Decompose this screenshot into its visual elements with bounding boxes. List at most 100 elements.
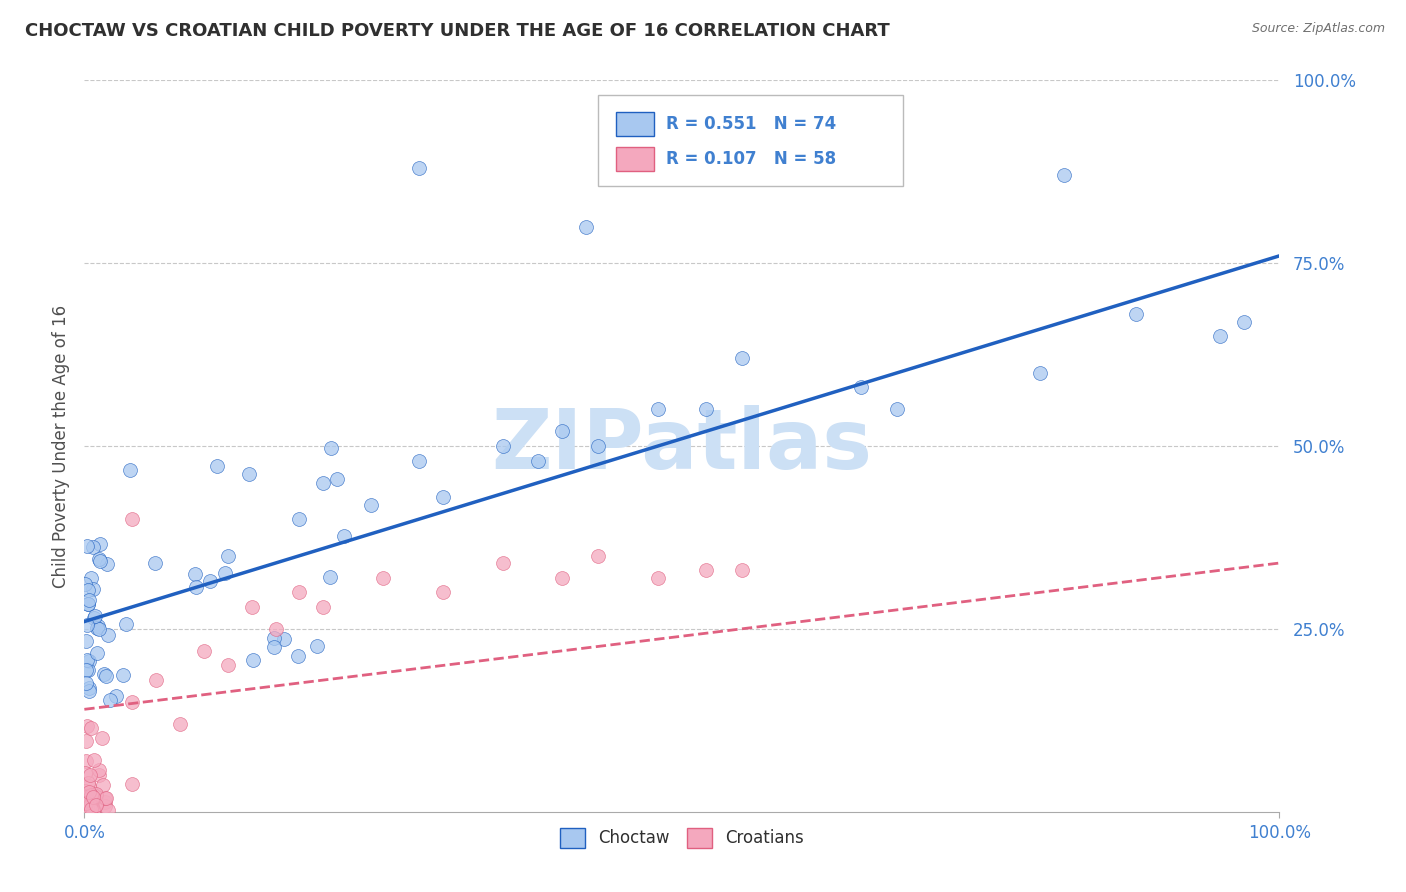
Point bbox=[325, 472, 347, 486]
Point bbox=[97, 628, 120, 642]
Point bbox=[184, 580, 207, 594]
Point bbox=[242, 653, 264, 667]
Point bbox=[87, 768, 110, 782]
Point bbox=[111, 668, 134, 682]
Point bbox=[408, 161, 430, 175]
Point bbox=[1209, 329, 1232, 343]
Point bbox=[83, 609, 105, 624]
Point bbox=[86, 646, 108, 660]
Point bbox=[432, 490, 454, 504]
Point bbox=[80, 799, 103, 814]
Point bbox=[527, 453, 550, 467]
Point bbox=[198, 574, 221, 588]
Point bbox=[80, 721, 103, 735]
Point bbox=[551, 425, 574, 439]
Point bbox=[118, 463, 141, 477]
Point bbox=[77, 683, 100, 698]
Point bbox=[82, 541, 104, 555]
Point bbox=[273, 632, 295, 647]
Text: R = 0.107   N = 58: R = 0.107 N = 58 bbox=[666, 150, 837, 168]
Point bbox=[75, 784, 97, 798]
Point bbox=[89, 554, 111, 568]
Point bbox=[82, 803, 104, 817]
Point bbox=[80, 802, 103, 816]
Point bbox=[76, 539, 98, 553]
Point bbox=[73, 795, 96, 809]
Point bbox=[84, 787, 107, 801]
Point bbox=[214, 566, 236, 581]
Point bbox=[82, 789, 104, 804]
Point bbox=[91, 778, 114, 792]
Point bbox=[240, 599, 263, 614]
Point bbox=[731, 351, 754, 366]
Point bbox=[145, 673, 167, 687]
Point bbox=[183, 566, 205, 581]
Point bbox=[205, 458, 228, 473]
Point bbox=[79, 681, 101, 695]
FancyBboxPatch shape bbox=[616, 112, 654, 136]
Point bbox=[80, 788, 103, 802]
Point bbox=[217, 549, 239, 563]
Point bbox=[94, 799, 117, 814]
Point bbox=[77, 779, 100, 793]
Point bbox=[89, 552, 111, 566]
Point bbox=[264, 622, 287, 636]
Point bbox=[77, 582, 100, 597]
Point bbox=[312, 475, 335, 490]
Point bbox=[76, 799, 98, 814]
Point bbox=[217, 658, 239, 673]
Legend: Choctaw, Croatians: Choctaw, Croatians bbox=[554, 821, 810, 855]
Text: Source: ZipAtlas.com: Source: ZipAtlas.com bbox=[1251, 22, 1385, 36]
Point bbox=[76, 675, 98, 690]
Point bbox=[80, 571, 103, 585]
Point bbox=[647, 571, 669, 585]
Point bbox=[288, 512, 311, 526]
Point bbox=[1233, 315, 1256, 329]
Point bbox=[84, 798, 107, 813]
Point bbox=[695, 402, 717, 417]
Point bbox=[79, 654, 101, 668]
Point bbox=[75, 733, 97, 747]
Point bbox=[93, 667, 115, 681]
Point bbox=[73, 577, 96, 591]
Point bbox=[408, 453, 430, 467]
Point bbox=[75, 789, 97, 804]
Point bbox=[98, 692, 121, 706]
Point bbox=[288, 585, 311, 599]
Point bbox=[1053, 169, 1076, 183]
Point bbox=[1125, 307, 1147, 321]
Point bbox=[75, 796, 97, 810]
Point bbox=[121, 695, 143, 709]
Point bbox=[96, 558, 118, 572]
Point bbox=[77, 785, 100, 799]
Point bbox=[360, 498, 382, 512]
Point bbox=[94, 669, 117, 683]
Point bbox=[83, 611, 105, 625]
FancyBboxPatch shape bbox=[599, 95, 903, 186]
Point bbox=[115, 616, 138, 631]
Point bbox=[82, 804, 104, 818]
Point bbox=[731, 563, 754, 577]
Point bbox=[647, 402, 669, 417]
Point bbox=[492, 556, 515, 570]
Point bbox=[312, 599, 335, 614]
Point bbox=[82, 802, 104, 816]
Point bbox=[588, 439, 610, 453]
Point bbox=[143, 556, 166, 570]
Point bbox=[77, 789, 100, 803]
Point bbox=[79, 768, 101, 782]
Point bbox=[851, 380, 873, 394]
Point bbox=[79, 791, 101, 805]
Point bbox=[77, 597, 100, 611]
Point bbox=[86, 621, 108, 635]
Point bbox=[105, 689, 128, 703]
Point bbox=[82, 582, 104, 596]
Point bbox=[75, 755, 97, 769]
Point bbox=[121, 777, 143, 791]
Point bbox=[91, 731, 114, 746]
Y-axis label: Child Poverty Under the Age of 16: Child Poverty Under the Age of 16 bbox=[52, 304, 70, 588]
Text: ZIPatlas: ZIPatlas bbox=[492, 406, 872, 486]
Point bbox=[75, 634, 97, 648]
Point bbox=[333, 529, 356, 543]
Point bbox=[169, 717, 191, 731]
